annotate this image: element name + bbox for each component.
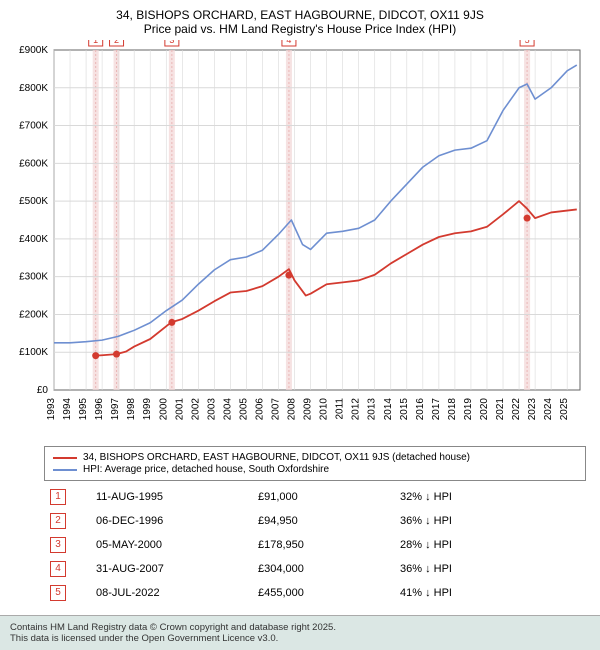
event-row: 4 31-AUG-2007£304,00036% ↓ HPI bbox=[44, 557, 586, 581]
event-row: 1 11-AUG-1995£91,00032% ↓ HPI bbox=[44, 485, 586, 509]
attribution-footer: Contains HM Land Registry data © Crown c… bbox=[0, 615, 600, 650]
svg-text:2000: 2000 bbox=[158, 398, 169, 421]
svg-text:£0: £0 bbox=[37, 385, 49, 396]
svg-text:£300K: £300K bbox=[19, 272, 48, 283]
svg-text:2019: 2019 bbox=[463, 398, 474, 421]
event-badge: 3 bbox=[50, 537, 66, 553]
svg-text:2010: 2010 bbox=[319, 398, 330, 421]
svg-text:£500K: £500K bbox=[19, 196, 48, 207]
event-badge: 1 bbox=[50, 489, 66, 505]
event-delta: 36% ↓ HPI bbox=[394, 509, 586, 533]
event-price: £91,000 bbox=[252, 485, 394, 509]
svg-text:4: 4 bbox=[286, 40, 291, 45]
svg-text:3: 3 bbox=[169, 40, 174, 45]
event-badge: 4 bbox=[50, 561, 66, 577]
svg-text:£800K: £800K bbox=[19, 83, 48, 94]
event-date: 05-MAY-2000 bbox=[90, 533, 252, 557]
svg-text:2012: 2012 bbox=[351, 398, 362, 421]
event-date: 08-JUL-2022 bbox=[90, 581, 252, 605]
svg-text:2014: 2014 bbox=[383, 398, 394, 421]
svg-text:2015: 2015 bbox=[399, 398, 410, 421]
svg-text:2024: 2024 bbox=[543, 398, 554, 421]
events-table: 1 11-AUG-1995£91,00032% ↓ HPI 2 06-DEC-1996… bbox=[44, 485, 586, 605]
svg-text:2025: 2025 bbox=[559, 398, 570, 421]
svg-text:2022: 2022 bbox=[511, 398, 522, 421]
svg-text:2003: 2003 bbox=[206, 398, 217, 421]
svg-text:2011: 2011 bbox=[335, 398, 346, 420]
footer-line-2: This data is licensed under the Open Gov… bbox=[10, 633, 590, 644]
svg-text:2023: 2023 bbox=[527, 398, 538, 421]
price-chart: £0 £100K £200K £300K £400K £500K £600K £700K £80… bbox=[10, 40, 590, 440]
svg-text:1994: 1994 bbox=[62, 398, 73, 421]
svg-text:1995: 1995 bbox=[78, 398, 89, 421]
svg-text:2009: 2009 bbox=[303, 398, 314, 421]
svg-text:2017: 2017 bbox=[431, 398, 442, 421]
svg-text:2021: 2021 bbox=[495, 398, 506, 421]
svg-text:£100K: £100K bbox=[19, 347, 48, 358]
svg-text:£700K: £700K bbox=[19, 121, 48, 132]
svg-text:2013: 2013 bbox=[367, 398, 378, 421]
event-row: 2 06-DEC-1996£94,95036% ↓ HPI bbox=[44, 509, 586, 533]
svg-text:2016: 2016 bbox=[415, 398, 426, 421]
event-badge: 5 bbox=[50, 585, 66, 601]
event-row: 3 05-MAY-2000£178,95028% ↓ HPI bbox=[44, 533, 586, 557]
event-price: £178,950 bbox=[252, 533, 394, 557]
svg-text:1: 1 bbox=[93, 40, 98, 45]
svg-text:5: 5 bbox=[525, 40, 530, 45]
legend-label: HPI: Average price, detached house, Sout… bbox=[83, 464, 329, 475]
event-row: 5 08-JUL-2022£455,00041% ↓ HPI bbox=[44, 581, 586, 605]
footer-line-1: Contains HM Land Registry data © Crown c… bbox=[10, 622, 590, 633]
svg-text:2018: 2018 bbox=[447, 398, 458, 421]
event-date: 06-DEC-1996 bbox=[90, 509, 252, 533]
svg-text:£200K: £200K bbox=[19, 309, 48, 320]
svg-text:2001: 2001 bbox=[174, 398, 185, 421]
event-badge: 2 bbox=[50, 513, 66, 529]
title-line-1: 34, BISHOPS ORCHARD, EAST HAGBOURNE, DID… bbox=[10, 8, 590, 22]
svg-text:2005: 2005 bbox=[238, 398, 249, 421]
event-date: 31-AUG-2007 bbox=[90, 557, 252, 581]
legend-row: 34, BISHOPS ORCHARD, EAST HAGBOURNE, DID… bbox=[53, 452, 577, 463]
chart-svg: £0 £100K £200K £300K £400K £500K £600K £700K £80… bbox=[10, 40, 590, 440]
svg-text:2: 2 bbox=[114, 40, 119, 45]
event-delta: 32% ↓ HPI bbox=[394, 485, 586, 509]
chart-titles: 34, BISHOPS ORCHARD, EAST HAGBOURNE, DID… bbox=[0, 0, 600, 40]
svg-text:£600K: £600K bbox=[19, 158, 48, 169]
legend-label: 34, BISHOPS ORCHARD, EAST HAGBOURNE, DID… bbox=[83, 452, 470, 463]
svg-text:2006: 2006 bbox=[254, 398, 265, 421]
event-delta: 28% ↓ HPI bbox=[394, 533, 586, 557]
svg-text:2020: 2020 bbox=[479, 398, 490, 421]
event-date: 11-AUG-1995 bbox=[90, 485, 252, 509]
svg-text:1996: 1996 bbox=[94, 398, 105, 421]
event-delta: 41% ↓ HPI bbox=[394, 581, 586, 605]
legend-row: HPI: Average price, detached house, Sout… bbox=[53, 464, 577, 475]
legend-swatch bbox=[53, 457, 77, 459]
svg-text:1997: 1997 bbox=[110, 398, 121, 421]
event-price: £455,000 bbox=[252, 581, 394, 605]
event-price: £304,000 bbox=[252, 557, 394, 581]
svg-text:1993: 1993 bbox=[46, 398, 57, 421]
svg-text:2007: 2007 bbox=[271, 398, 282, 421]
svg-text:2002: 2002 bbox=[190, 398, 201, 421]
svg-text:2008: 2008 bbox=[287, 398, 298, 421]
svg-text:£900K: £900K bbox=[19, 45, 48, 56]
legend-swatch bbox=[53, 469, 77, 471]
event-delta: 36% ↓ HPI bbox=[394, 557, 586, 581]
svg-text:£400K: £400K bbox=[19, 234, 48, 245]
svg-text:1999: 1999 bbox=[142, 398, 153, 421]
svg-text:1998: 1998 bbox=[126, 398, 137, 421]
title-line-2: Price paid vs. HM Land Registry's House … bbox=[10, 22, 590, 36]
svg-text:2004: 2004 bbox=[222, 398, 233, 421]
event-price: £94,950 bbox=[252, 509, 394, 533]
legend: 34, BISHOPS ORCHARD, EAST HAGBOURNE, DID… bbox=[44, 446, 586, 481]
